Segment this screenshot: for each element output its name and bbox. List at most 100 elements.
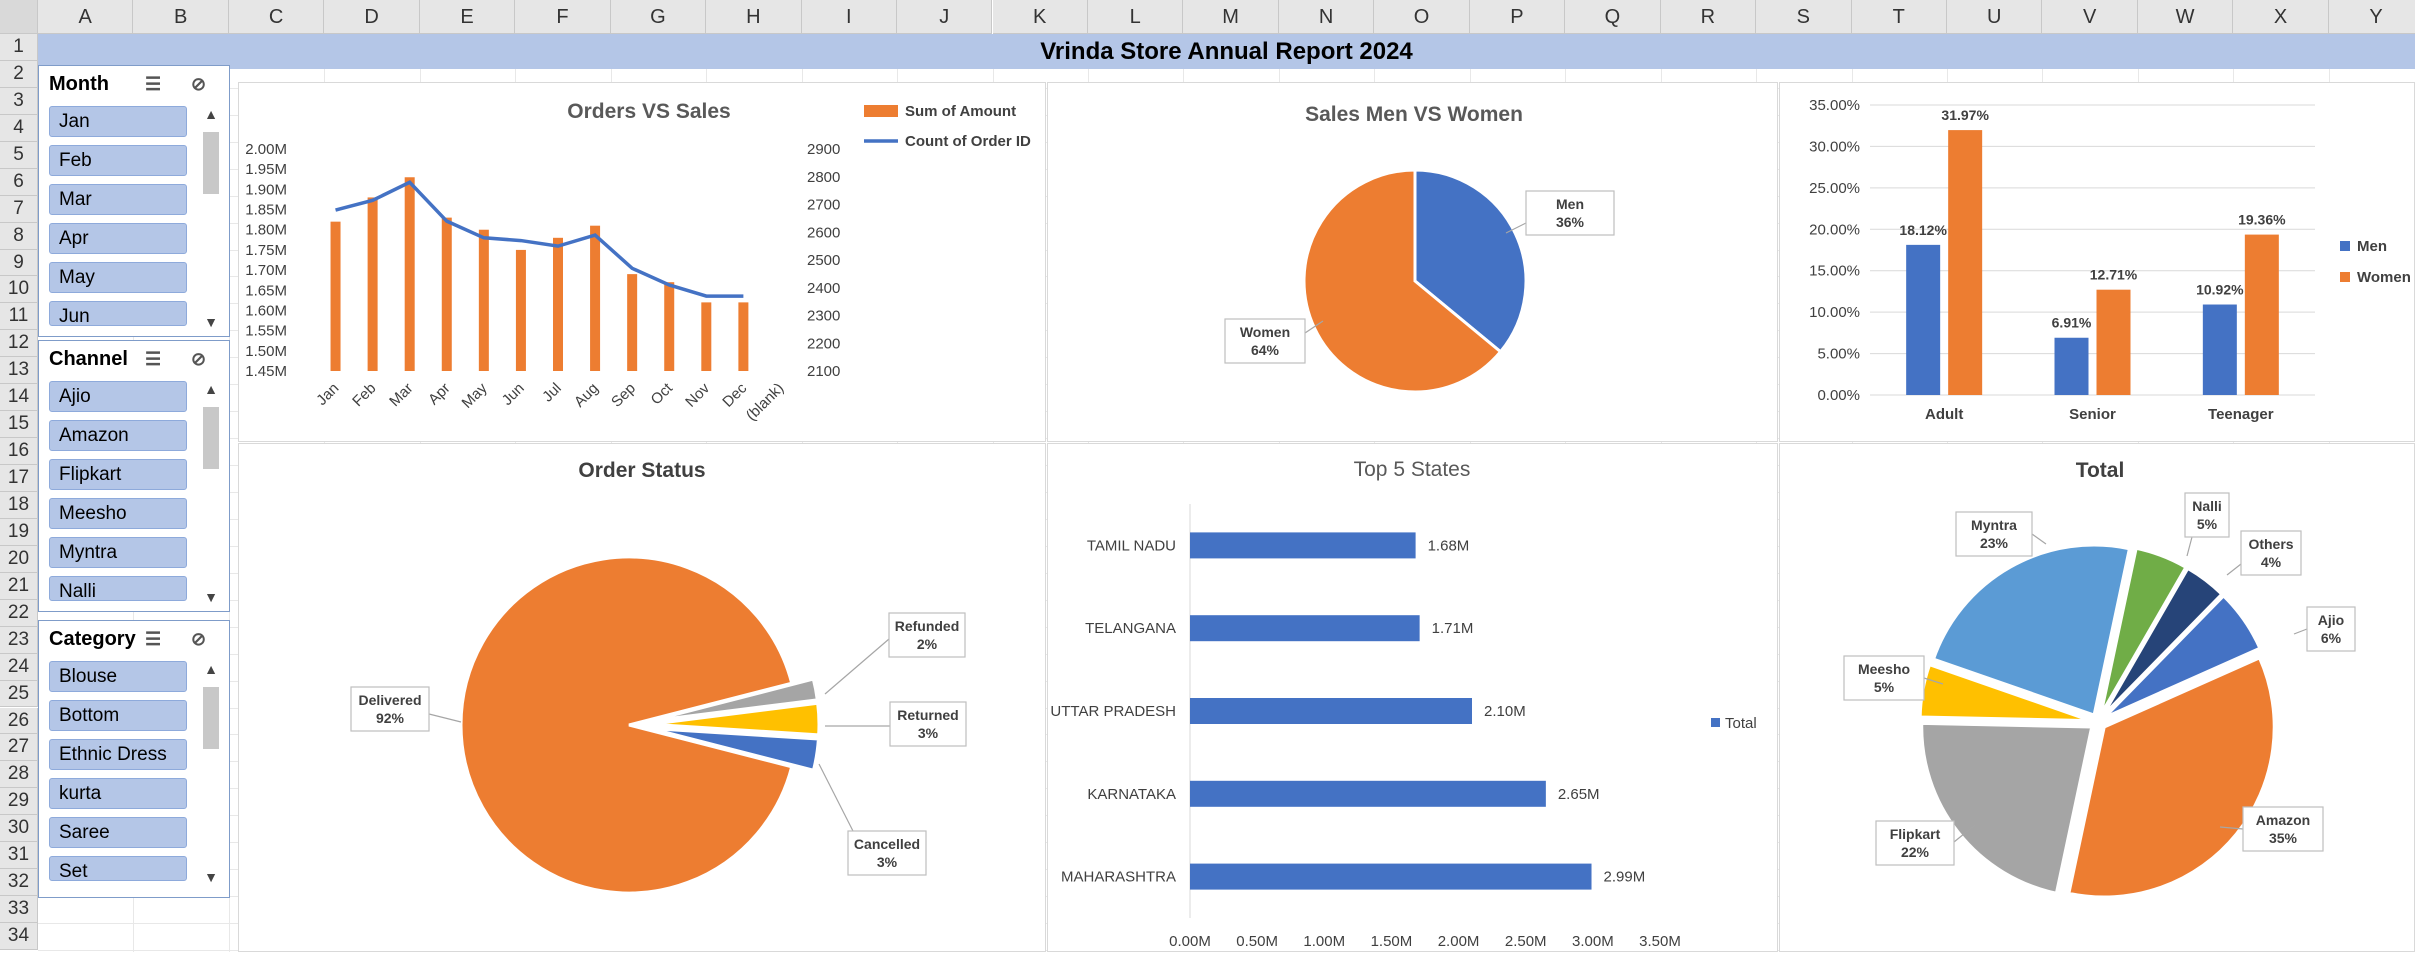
chevron-up-icon[interactable]: ▲ — [204, 381, 218, 397]
multi-select-icon[interactable]: ☰ — [145, 349, 162, 369]
chevron-down-icon[interactable]: ▼ — [204, 869, 218, 885]
column-header-o[interactable]: O — [1374, 0, 1470, 34]
row-header-8[interactable]: 8 — [0, 222, 38, 250]
column-header-d[interactable]: D — [324, 0, 420, 34]
column-header-r[interactable]: R — [1660, 0, 1757, 34]
chevron-up-icon[interactable]: ▲ — [204, 661, 218, 677]
slicer-item-saree[interactable]: Saree — [49, 817, 187, 848]
row-header-17[interactable]: 17 — [0, 465, 38, 492]
column-header-q[interactable]: Q — [1565, 0, 1661, 34]
slicer-item-mar[interactable]: Mar — [49, 184, 187, 215]
row-header-23[interactable]: 23 — [0, 626, 38, 654]
row-header-10[interactable]: 10 — [0, 276, 38, 304]
column-header-c[interactable]: C — [228, 0, 325, 34]
select-all-corner[interactable] — [0, 0, 38, 34]
column-header-a[interactable]: A — [38, 0, 134, 34]
row-header-16[interactable]: 16 — [0, 438, 38, 466]
column-header-y[interactable]: Y — [2328, 0, 2415, 34]
row-header-4[interactable]: 4 — [0, 114, 38, 142]
row-header-21[interactable]: 21 — [0, 572, 38, 600]
column-header-p[interactable]: P — [1469, 0, 1566, 34]
row-header-11[interactable]: 11 — [0, 303, 38, 331]
column-header-e[interactable]: E — [419, 0, 516, 34]
slicer-item-ajio[interactable]: Ajio — [49, 381, 187, 412]
row-header-30[interactable]: 30 — [0, 815, 38, 843]
row-header-24[interactable]: 24 — [0, 653, 38, 681]
column-header-f[interactable]: F — [515, 0, 611, 34]
scrollbar-thumb[interactable] — [203, 687, 219, 749]
column-header-k[interactable]: K — [992, 0, 1088, 34]
slicer-item-flipkart[interactable]: Flipkart — [49, 459, 187, 490]
row-header-3[interactable]: 3 — [0, 87, 38, 115]
slicer-item-kurta[interactable]: kurta — [49, 778, 187, 809]
slicer-scrollbar[interactable]: ▲ ▼ — [201, 106, 221, 334]
chevron-down-icon[interactable]: ▼ — [204, 314, 218, 330]
age-group-gender-chart[interactable]: 0.00% 5.00% 10.00% 15.00% 20.00% 25.00% 30.00%… — [1779, 82, 2415, 442]
column-header-u[interactable]: U — [1947, 0, 2043, 34]
clear-filter-icon[interactable]: ⊘ — [191, 629, 207, 649]
slicer-scrollbar[interactable]: ▲ ▼ — [201, 661, 221, 889]
row-header-12[interactable]: 12 — [0, 330, 38, 358]
row-header-14[interactable]: 14 — [0, 384, 38, 412]
slicer-item-amazon[interactable]: Amazon — [49, 420, 187, 451]
row-header-5[interactable]: 5 — [0, 141, 38, 169]
order-status-chart[interactable]: Order Status Delivered 92% Refunded 2% Return… — [238, 443, 1046, 952]
column-header-v[interactable]: V — [2042, 0, 2138, 34]
row-header-33[interactable]: 33 — [0, 896, 38, 924]
slicer-item-meesho[interactable]: Meesho — [49, 498, 187, 529]
slicer-scrollbar[interactable]: ▲ ▼ — [201, 381, 221, 609]
column-header-j[interactable]: J — [897, 0, 993, 34]
row-header-19[interactable]: 19 — [0, 518, 38, 546]
row-header-9[interactable]: 9 — [0, 249, 38, 277]
row-header-22[interactable]: 22 — [0, 599, 38, 627]
slicer-item-feb[interactable]: Feb — [49, 145, 187, 176]
slicer-item-blouse[interactable]: Blouse — [49, 661, 187, 692]
top-5-states-chart[interactable]: Top 5 States 0.00M 0.50M 1.00M 1.50M 2.00M 2.5… — [1047, 443, 1778, 952]
row-header-28[interactable]: 28 — [0, 761, 38, 789]
scrollbar-thumb[interactable] — [203, 407, 219, 469]
clear-filter-icon[interactable]: ⊘ — [191, 74, 207, 94]
sales-men-vs-women-chart[interactable]: Sales Men VS Women Men 36% Women 64% — [1047, 82, 1778, 442]
row-header-18[interactable]: 18 — [0, 491, 38, 519]
multi-select-icon[interactable]: ☰ — [145, 74, 162, 94]
row-header-32[interactable]: 32 — [0, 869, 38, 897]
row-header-2[interactable]: 2 — [0, 60, 38, 88]
row-header-15[interactable]: 15 — [0, 411, 38, 439]
slicer-item-may[interactable]: May — [49, 262, 187, 293]
row-header-1[interactable]: 1 — [0, 34, 38, 61]
scrollbar-thumb[interactable] — [203, 132, 219, 194]
column-header-g[interactable]: G — [610, 0, 707, 34]
row-header-29[interactable]: 29 — [0, 788, 38, 816]
slicer-item-apr[interactable]: Apr — [49, 223, 187, 254]
clear-filter-icon[interactable]: ⊘ — [191, 349, 207, 369]
chevron-down-icon[interactable]: ▼ — [204, 589, 218, 605]
slicer-item-jan[interactable]: Jan — [49, 106, 187, 137]
column-header-w[interactable]: W — [2137, 0, 2234, 34]
column-header-h[interactable]: H — [706, 0, 802, 34]
orders-vs-sales-chart[interactable]: Orders VS Sales 1.45M 1.50M 1.55M 1.60M 1.65M… — [238, 82, 1046, 442]
column-header-m[interactable]: M — [1183, 0, 1279, 34]
channel-total-chart[interactable]: Total Amazon 35% Flipkart 22% Meesho 5% Myntra 2… — [1779, 443, 2415, 952]
row-header-6[interactable]: 6 — [0, 168, 38, 196]
row-header-26[interactable]: 26 — [0, 707, 38, 735]
row-header-31[interactable]: 31 — [0, 842, 38, 870]
multi-select-icon[interactable]: ☰ — [145, 629, 162, 649]
row-header-20[interactable]: 20 — [0, 545, 38, 573]
slicer-item-ethnic-dress[interactable]: Ethnic Dress — [49, 739, 187, 770]
row-header-27[interactable]: 27 — [0, 734, 38, 762]
row-header-25[interactable]: 25 — [0, 680, 38, 708]
slicer-item-myntra[interactable]: Myntra — [49, 537, 187, 568]
column-header-s[interactable]: S — [1756, 0, 1852, 34]
row-header-34[interactable]: 34 — [0, 923, 38, 950]
row-header-13[interactable]: 13 — [0, 357, 38, 385]
column-header-x[interactable]: X — [2233, 0, 2329, 34]
column-header-i[interactable]: I — [801, 0, 898, 34]
column-header-t[interactable]: T — [1851, 0, 1947, 34]
slicer-item-nalli[interactable]: Nalli — [49, 576, 187, 601]
chevron-up-icon[interactable]: ▲ — [204, 106, 218, 122]
column-header-l[interactable]: L — [1087, 0, 1184, 34]
row-header-7[interactable]: 7 — [0, 195, 38, 223]
slicer-item-jun[interactable]: Jun — [49, 301, 187, 326]
column-header-n[interactable]: N — [1278, 0, 1375, 34]
column-header-b[interactable]: B — [133, 0, 229, 34]
